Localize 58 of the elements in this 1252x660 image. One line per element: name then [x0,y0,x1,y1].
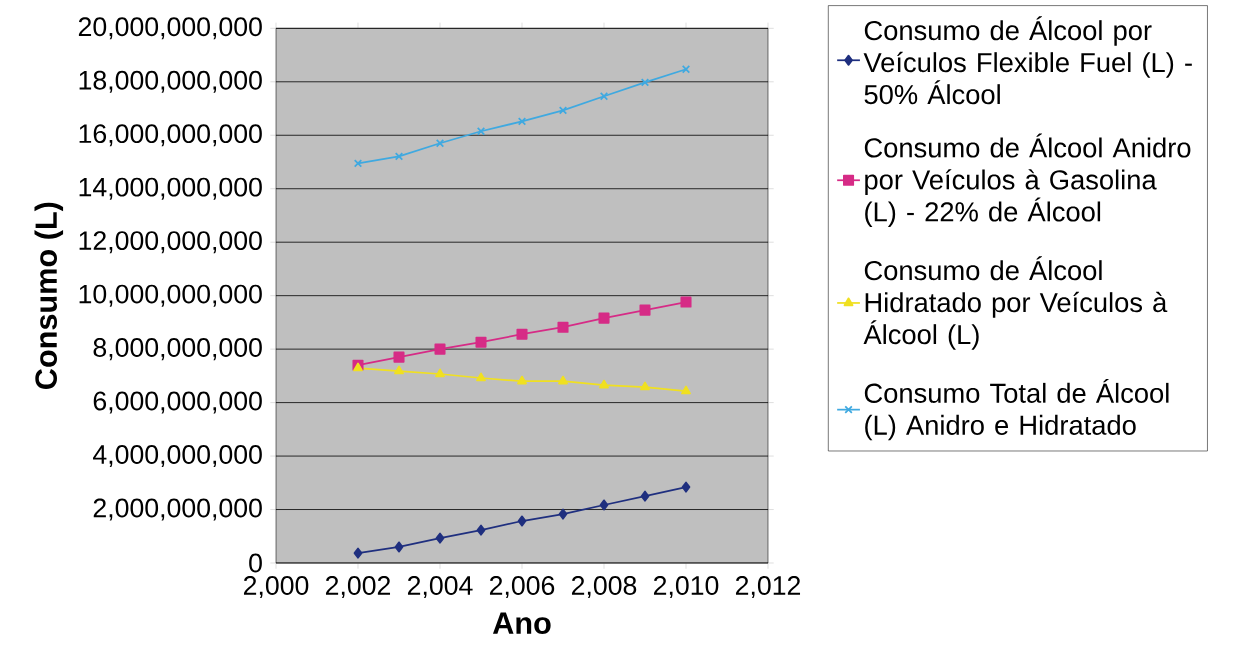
point [475,336,487,348]
y-tick-label: 0 [249,553,262,573]
point [599,379,609,389]
point [558,375,568,385]
legend-label: Consumo Total de Álcool (L) Anidro e Hidratado [864,378,1169,441]
point [681,481,691,493]
point [517,515,527,527]
point [640,78,650,87]
point [476,524,486,536]
point [394,541,404,553]
x-tick-label: 2,012 [735,576,801,599]
point [517,375,527,385]
y-tick-label: 20,000,000,000 [78,17,262,40]
point [516,328,528,340]
point [558,106,568,115]
y-axis-title: Consumo (L) [34,202,64,389]
point [435,532,445,544]
point [435,368,445,378]
point [434,343,446,355]
point [353,159,363,168]
point [599,92,609,101]
point [557,321,569,333]
point [435,139,445,148]
point [681,65,691,74]
point [476,127,486,136]
point [353,547,363,559]
point [639,304,651,316]
y-tick-label: 8,000,000,000 [93,338,262,361]
point [681,385,691,395]
legend-label: Consumo de Álcool por Veículos Flexible Fuel (L) - 50% Álcool [863,16,1192,105]
y-tick-label: 6,000,000,000 [93,391,262,414]
point [640,381,650,391]
point [640,490,650,502]
y-tick-label: 4,000,000,000 [93,445,262,468]
y-tick-label: 14,000,000,000 [79,177,262,200]
x-tick-label: 2,008 [571,576,637,599]
x-tick-label: 2,006 [489,576,555,599]
point [558,508,568,520]
y-tick-label: 18,000,000,000 [79,70,262,93]
y-tick-label: 2,000,000,000 [93,498,262,521]
point [393,351,405,363]
x-tick-label: 2,004 [407,576,473,599]
x-tick-label: 2,002 [325,576,391,599]
x-tick-label: 2,010 [653,576,719,599]
y-tick-label: 10,000,000,000 [79,284,262,307]
y-tick-label: 16,000,000,000 [79,124,262,147]
point [517,117,527,126]
x-tick-label: 2,000 [243,576,309,599]
point [394,152,404,161]
point [476,372,486,382]
point [394,365,404,375]
legend-label: Consumo de Álcool Anidro por Veículos à Gasolina (L) - 22% de Álcool [864,133,1191,227]
x-axis-title: Ano [492,612,551,634]
point [598,312,610,324]
point [680,296,692,308]
legend-label: Consumo de Álcool Hidratado por Veículos à Álcool (L) [863,256,1168,350]
y-tick-label: 12,000,000,000 [79,231,262,254]
point [599,499,609,511]
